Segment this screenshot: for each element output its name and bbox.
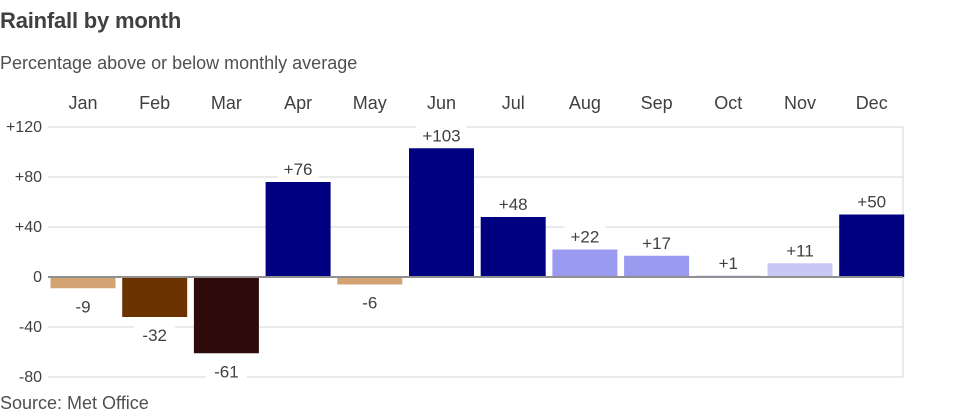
x-category-label: Jun (427, 93, 456, 113)
data-label: -9 (75, 297, 90, 316)
x-category-label: Sep (641, 93, 673, 113)
bar (337, 277, 403, 285)
chart-title: Rainfall by month (0, 8, 182, 33)
data-label: +1 (719, 254, 738, 273)
data-label: +50 (857, 193, 886, 212)
data-label-background (712, 251, 745, 274)
data-label: -6 (362, 294, 377, 313)
data-label-background (416, 124, 467, 147)
bar (552, 249, 618, 277)
data-label-background (851, 190, 893, 213)
x-category-label: Nov (784, 93, 816, 113)
data-label: +103 (422, 126, 460, 145)
bar (767, 263, 833, 277)
data-label-background (277, 158, 319, 180)
data-label-background (134, 324, 176, 346)
bar (265, 182, 331, 277)
y-tick-label: +80 (15, 169, 42, 186)
data-label-background (636, 231, 678, 254)
data-label-background (779, 239, 821, 262)
y-tick-label: -40 (19, 319, 42, 336)
bar (193, 277, 259, 354)
data-label: -32 (142, 326, 167, 345)
data-label-background (492, 193, 534, 215)
bar (409, 148, 474, 277)
data-label: +11 (786, 241, 814, 260)
y-tick-label: +120 (6, 119, 42, 136)
bar (839, 214, 905, 277)
data-label: +22 (570, 228, 599, 247)
y-tick-label: -80 (19, 369, 42, 386)
data-label-background (205, 360, 247, 383)
x-category-label: Dec (856, 93, 888, 113)
x-category-label: Jan (68, 93, 97, 113)
bar (480, 217, 546, 277)
x-category-label: Feb (139, 93, 170, 113)
data-label-background (353, 291, 386, 314)
data-label-background (564, 225, 606, 248)
data-label: +48 (499, 195, 528, 214)
bar (50, 277, 116, 289)
x-category-label: Jul (502, 93, 525, 113)
x-category-label: Apr (284, 93, 312, 113)
x-category-label: May (353, 93, 387, 113)
y-tick-label: +40 (15, 219, 42, 236)
data-label-background (67, 295, 99, 318)
chart-subtitle: Percentage above or below monthly averag… (0, 53, 358, 73)
x-category-label: Aug (569, 93, 601, 113)
data-label: +17 (642, 234, 671, 253)
data-label: -61 (214, 362, 239, 381)
source-note: Source: Met Office (0, 393, 149, 413)
y-tick-label: 0 (33, 269, 42, 286)
data-label: +76 (284, 160, 313, 179)
x-category-label: Mar (211, 93, 242, 113)
bar (624, 255, 690, 277)
x-category-label: Oct (714, 93, 742, 113)
bar (122, 277, 188, 317)
